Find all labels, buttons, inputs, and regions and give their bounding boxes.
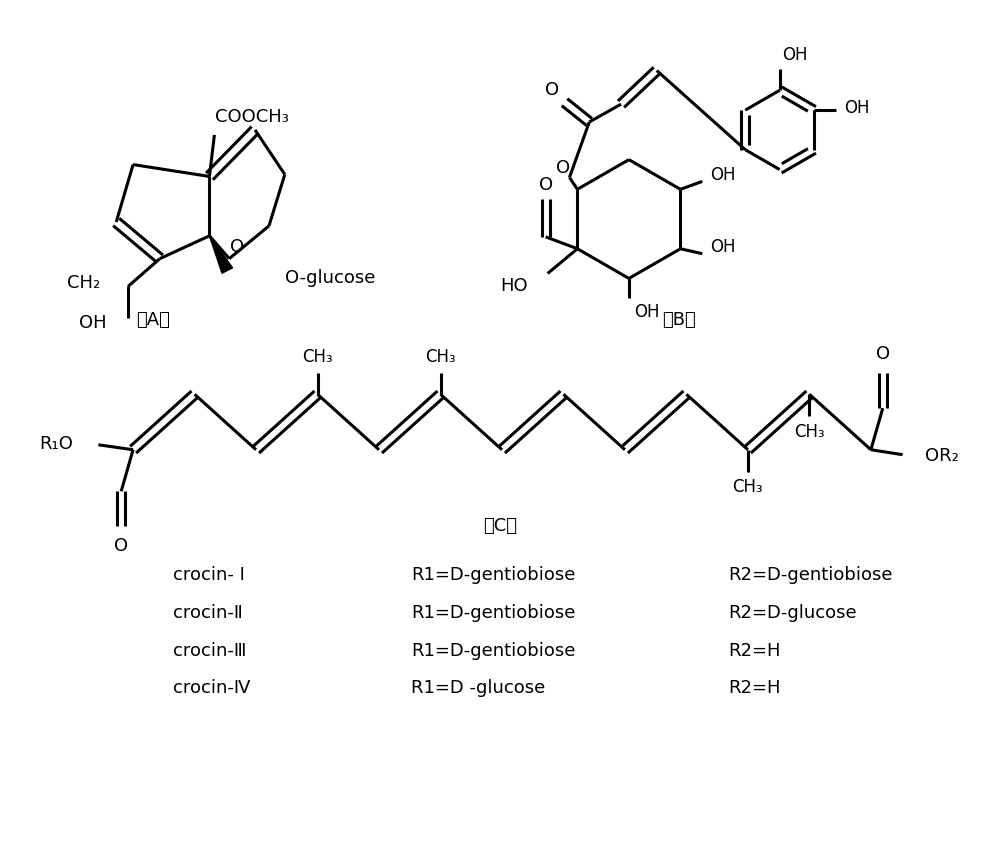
- Text: OH: OH: [710, 238, 736, 256]
- Text: R1=D-gentiobiose: R1=D-gentiobiose: [411, 604, 575, 622]
- Text: crocin- I: crocin- I: [173, 567, 245, 584]
- Text: CH₂: CH₂: [67, 274, 100, 292]
- Text: crocin-Ⅳ: crocin-Ⅳ: [173, 679, 250, 697]
- Text: O: O: [556, 158, 571, 176]
- Text: O: O: [876, 345, 890, 363]
- Text: R2=H: R2=H: [728, 642, 781, 660]
- Polygon shape: [209, 235, 233, 274]
- Text: O: O: [539, 176, 553, 194]
- Text: COOCH₃: COOCH₃: [215, 108, 289, 126]
- Text: CH₃: CH₃: [302, 347, 333, 366]
- Text: OH: OH: [782, 46, 807, 64]
- Text: crocin-Ⅱ: crocin-Ⅱ: [173, 604, 243, 622]
- Text: OH: OH: [79, 314, 106, 332]
- Text: O: O: [230, 238, 244, 256]
- Text: R2=H: R2=H: [728, 679, 781, 697]
- Text: OH: OH: [844, 99, 869, 117]
- Text: （A）: （A）: [136, 311, 170, 329]
- Text: CH₃: CH₃: [425, 347, 456, 366]
- Text: HO: HO: [500, 277, 528, 296]
- Text: O-glucose: O-glucose: [285, 269, 375, 287]
- Text: O: O: [114, 537, 128, 555]
- Text: CH₃: CH₃: [794, 423, 825, 441]
- Text: R1=D-gentiobiose: R1=D-gentiobiose: [411, 567, 575, 584]
- Text: R1=D-gentiobiose: R1=D-gentiobiose: [411, 642, 575, 660]
- Text: R2=D-glucose: R2=D-glucose: [728, 604, 857, 622]
- Text: R₁O: R₁O: [40, 435, 74, 453]
- Text: OH: OH: [634, 303, 659, 321]
- Text: （C）: （C）: [483, 517, 517, 535]
- Text: OH: OH: [710, 167, 736, 185]
- Text: OR₂: OR₂: [925, 446, 959, 465]
- Text: CH₃: CH₃: [733, 479, 763, 496]
- Text: R1=D -glucose: R1=D -glucose: [411, 679, 545, 697]
- Text: O: O: [545, 81, 559, 99]
- Text: crocin-Ⅲ: crocin-Ⅲ: [173, 642, 246, 660]
- Text: （B）: （B）: [662, 311, 695, 329]
- Text: R2=D-gentiobiose: R2=D-gentiobiose: [728, 567, 893, 584]
